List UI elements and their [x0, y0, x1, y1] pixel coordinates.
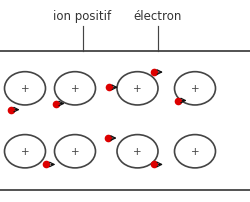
Text: +: +	[191, 146, 199, 157]
Circle shape	[54, 135, 96, 168]
Circle shape	[174, 135, 216, 168]
Text: +: +	[133, 84, 142, 94]
Circle shape	[117, 135, 158, 168]
Text: +: +	[21, 146, 29, 157]
Text: +: +	[191, 84, 199, 94]
Circle shape	[4, 135, 46, 168]
Circle shape	[4, 72, 46, 105]
Circle shape	[117, 72, 158, 105]
Text: +: +	[71, 146, 79, 157]
Text: +: +	[71, 84, 79, 94]
Circle shape	[54, 72, 96, 105]
Text: électron: électron	[133, 10, 182, 23]
Text: +: +	[133, 146, 142, 157]
Text: +: +	[21, 84, 29, 94]
Text: ion positif: ion positif	[54, 10, 112, 23]
Circle shape	[174, 72, 216, 105]
